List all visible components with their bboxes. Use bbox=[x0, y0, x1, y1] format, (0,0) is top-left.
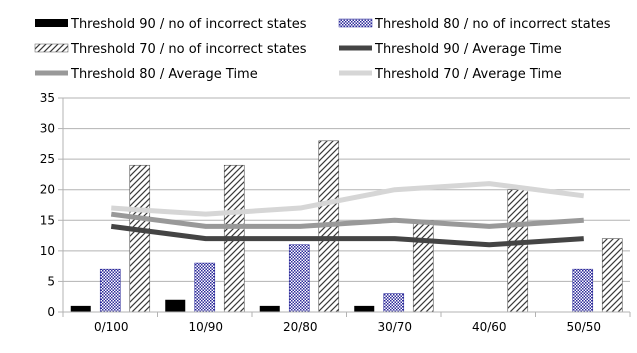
x-tick-label: 30/70 bbox=[377, 320, 412, 334]
legend-label: Threshold 80 / Average Time bbox=[70, 67, 258, 82]
axes: 0 5 10 15 20 25 30 35 0/100 10/90 20/80 30/70 40/60 5… bbox=[40, 91, 631, 334]
y-tick-label: 25 bbox=[40, 152, 55, 166]
y-tick-label: 0 bbox=[47, 305, 55, 319]
y-tick-label: 15 bbox=[40, 213, 55, 227]
x-tick-label: 50/50 bbox=[566, 320, 601, 334]
bar-2 bbox=[194, 262, 216, 313]
bar-1 bbox=[165, 299, 186, 312]
legend-label: Threshold 80 / no of incorrect states bbox=[374, 17, 611, 32]
y-tick-label: 30 bbox=[40, 122, 55, 136]
bar-2 bbox=[383, 293, 405, 313]
x-tick-label: 0/100 bbox=[94, 320, 129, 334]
series-line-5 bbox=[111, 181, 585, 217]
bar-3 bbox=[412, 219, 434, 313]
bar-3 bbox=[601, 238, 623, 313]
legend-label: Threshold 70 / no of incorrect states bbox=[70, 42, 307, 57]
series-line-3 bbox=[110, 223, 584, 248]
legend-label: Threshold 90 / Average Time bbox=[374, 42, 562, 57]
legend: Threshold 90 / no of incorrect states Thr… bbox=[34, 17, 611, 82]
y-tick-label: 5 bbox=[47, 274, 55, 288]
lines bbox=[110, 181, 585, 248]
bar-2 bbox=[572, 268, 594, 313]
bars bbox=[70, 140, 623, 313]
bar-1 bbox=[354, 305, 375, 312]
legend-label: Threshold 70 / Average Time bbox=[374, 67, 562, 82]
bar-3 bbox=[507, 189, 529, 313]
bar-2 bbox=[288, 244, 310, 313]
x-tick-label: 40/60 bbox=[472, 320, 507, 334]
x-tick-label: 20/80 bbox=[283, 320, 318, 334]
legend-swatch bbox=[35, 19, 68, 27]
legend-label: Threshold 90 / no of incorrect states bbox=[70, 17, 307, 32]
series-line-4 bbox=[110, 211, 584, 229]
bar-3 bbox=[129, 164, 151, 313]
y-tick-label: 35 bbox=[40, 91, 55, 105]
y-tick-label: 10 bbox=[40, 244, 55, 258]
x-tick-label: 10/90 bbox=[188, 320, 223, 334]
bar-2 bbox=[99, 268, 121, 313]
legend-swatch bbox=[338, 18, 373, 28]
bar-1 bbox=[70, 305, 91, 312]
y-tick-label: 20 bbox=[40, 183, 55, 197]
bar-1 bbox=[259, 305, 280, 312]
legend-swatch bbox=[34, 43, 69, 53]
